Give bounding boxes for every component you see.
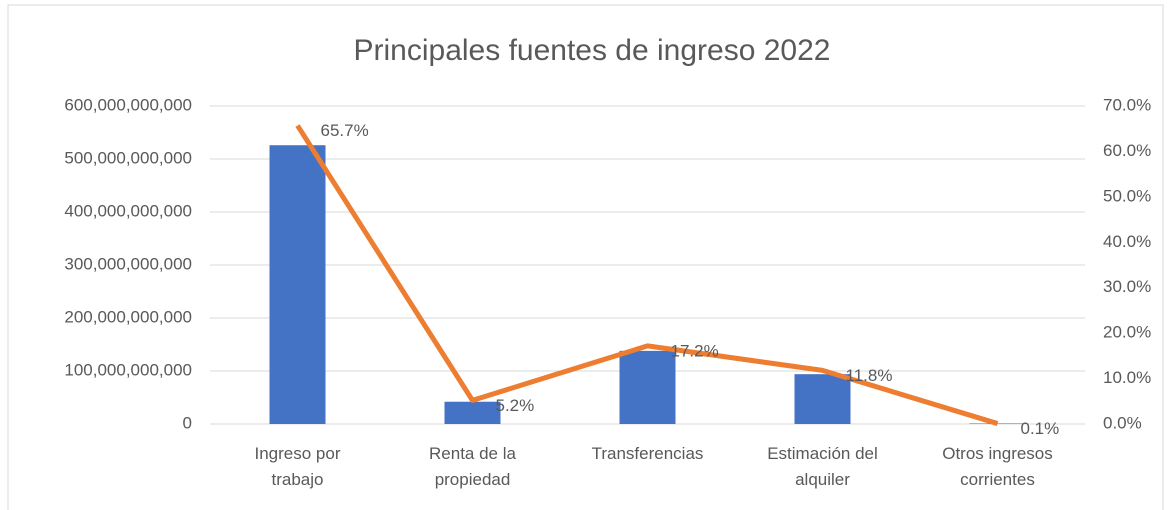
chart-frame bbox=[7, 4, 1164, 510]
y-tick-label: 70.0% bbox=[1103, 95, 1151, 114]
data-label: 11.8% bbox=[846, 366, 893, 385]
data-label: 5.2% bbox=[496, 396, 535, 415]
x-tick-label: Ingreso por trabajo bbox=[254, 444, 341, 489]
line bbox=[295, 124, 999, 426]
data-label: 65.7% bbox=[321, 121, 369, 140]
bar bbox=[444, 401, 501, 424]
y-tick-label: 100,000,000,000 bbox=[64, 360, 192, 379]
data-label: 0.1% bbox=[1021, 419, 1060, 438]
y-tick-label: 10.0% bbox=[1103, 368, 1151, 387]
y-tick-label: 500,000,000,000 bbox=[64, 148, 192, 167]
y-tick-label: 20.0% bbox=[1103, 323, 1151, 342]
bar bbox=[619, 350, 676, 424]
y-tick-label: 300,000,000,000 bbox=[64, 254, 192, 273]
y-tick-label: 30.0% bbox=[1103, 277, 1151, 296]
y-tick-label: 0.0% bbox=[1103, 413, 1142, 432]
bar bbox=[969, 423, 1026, 424]
y-tick-label: 60.0% bbox=[1103, 141, 1151, 160]
data-label: 17.2% bbox=[671, 341, 719, 360]
y-tick-label: 400,000,000,000 bbox=[64, 201, 192, 220]
y-tick-label: 50.0% bbox=[1103, 186, 1151, 205]
x-tick-label: Transferencias bbox=[591, 444, 704, 463]
y-tick-label: 600,000,000,000 bbox=[64, 95, 192, 114]
x-tick-label: Otros ingresos corrientes bbox=[942, 444, 1053, 489]
chart-title: Principales fuentes de ingreso 2022 bbox=[354, 34, 831, 67]
x-tick-label: Renta de la propiedad bbox=[429, 444, 516, 489]
x-tick-label: Estimación del alquiler bbox=[767, 444, 878, 489]
y-tick-label: 40.0% bbox=[1103, 232, 1151, 251]
y-tick-label: 200,000,000,000 bbox=[64, 307, 192, 326]
bar bbox=[794, 374, 851, 424]
bar bbox=[269, 145, 326, 424]
y-tick-label: 0 bbox=[183, 413, 192, 432]
